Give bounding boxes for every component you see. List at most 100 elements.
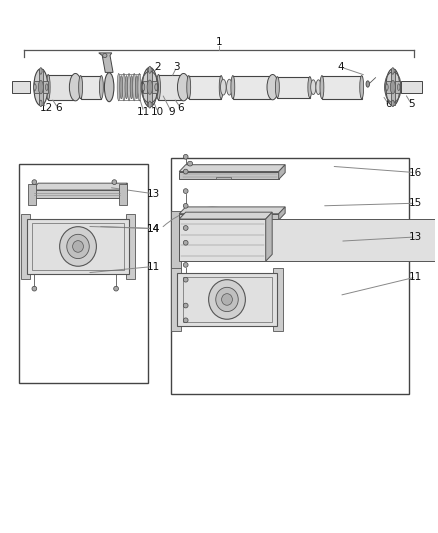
Ellipse shape xyxy=(184,169,188,174)
FancyBboxPatch shape xyxy=(401,81,422,93)
Polygon shape xyxy=(279,207,285,220)
Ellipse shape xyxy=(311,80,316,94)
Polygon shape xyxy=(32,190,122,198)
FancyBboxPatch shape xyxy=(277,77,310,98)
Ellipse shape xyxy=(120,76,123,99)
Ellipse shape xyxy=(148,66,151,74)
Ellipse shape xyxy=(117,74,120,101)
Ellipse shape xyxy=(127,74,131,101)
FancyBboxPatch shape xyxy=(233,76,271,99)
Polygon shape xyxy=(179,214,279,220)
FancyBboxPatch shape xyxy=(28,184,36,205)
Ellipse shape xyxy=(316,80,321,94)
FancyBboxPatch shape xyxy=(189,76,221,99)
Ellipse shape xyxy=(102,53,107,58)
Ellipse shape xyxy=(184,204,188,208)
Ellipse shape xyxy=(226,79,232,95)
Ellipse shape xyxy=(187,76,191,99)
FancyBboxPatch shape xyxy=(34,81,48,93)
Bar xyxy=(170,158,409,394)
Text: 13: 13 xyxy=(409,232,422,242)
Ellipse shape xyxy=(222,294,233,305)
FancyBboxPatch shape xyxy=(39,69,43,105)
Ellipse shape xyxy=(184,155,188,159)
Text: 14: 14 xyxy=(147,223,160,233)
Polygon shape xyxy=(266,212,272,261)
Polygon shape xyxy=(122,183,127,198)
Polygon shape xyxy=(99,53,113,72)
Ellipse shape xyxy=(386,69,400,106)
Ellipse shape xyxy=(39,68,42,74)
Ellipse shape xyxy=(79,76,83,99)
Ellipse shape xyxy=(216,287,238,312)
Ellipse shape xyxy=(392,100,394,107)
Ellipse shape xyxy=(386,84,388,91)
Ellipse shape xyxy=(67,235,89,259)
Ellipse shape xyxy=(60,227,96,266)
Ellipse shape xyxy=(39,100,42,107)
Bar xyxy=(19,164,148,383)
Text: 9: 9 xyxy=(168,107,175,117)
Ellipse shape xyxy=(184,303,188,308)
Ellipse shape xyxy=(112,180,117,184)
Ellipse shape xyxy=(184,240,188,245)
Text: 14: 14 xyxy=(147,223,160,233)
Ellipse shape xyxy=(392,68,394,74)
Ellipse shape xyxy=(142,84,145,91)
FancyBboxPatch shape xyxy=(177,273,277,326)
Ellipse shape xyxy=(184,263,188,267)
Text: 13: 13 xyxy=(147,189,160,199)
Ellipse shape xyxy=(180,75,184,100)
FancyBboxPatch shape xyxy=(273,268,283,332)
FancyBboxPatch shape xyxy=(81,76,101,99)
Ellipse shape xyxy=(397,84,400,91)
Ellipse shape xyxy=(130,76,133,99)
Ellipse shape xyxy=(231,76,235,99)
Ellipse shape xyxy=(72,75,76,100)
FancyBboxPatch shape xyxy=(21,214,31,279)
Text: 16: 16 xyxy=(409,167,422,177)
Ellipse shape xyxy=(360,76,364,99)
Polygon shape xyxy=(179,172,279,180)
Ellipse shape xyxy=(32,180,37,184)
Ellipse shape xyxy=(148,101,151,108)
Ellipse shape xyxy=(156,75,160,100)
Ellipse shape xyxy=(267,75,278,100)
Ellipse shape xyxy=(184,318,188,322)
Ellipse shape xyxy=(366,81,370,87)
Text: 6: 6 xyxy=(385,99,392,109)
Ellipse shape xyxy=(142,67,157,107)
Ellipse shape xyxy=(184,189,188,193)
Ellipse shape xyxy=(147,80,152,94)
Ellipse shape xyxy=(220,79,226,95)
Ellipse shape xyxy=(46,84,48,91)
Ellipse shape xyxy=(34,84,36,91)
Polygon shape xyxy=(179,165,285,172)
Ellipse shape xyxy=(187,161,193,166)
Ellipse shape xyxy=(184,225,188,230)
Ellipse shape xyxy=(177,74,190,101)
Text: 1: 1 xyxy=(215,37,223,47)
FancyBboxPatch shape xyxy=(27,219,130,274)
Ellipse shape xyxy=(138,74,141,101)
Polygon shape xyxy=(32,183,127,190)
Ellipse shape xyxy=(135,76,138,99)
Ellipse shape xyxy=(32,286,37,291)
Text: 6: 6 xyxy=(178,103,184,114)
Text: 12: 12 xyxy=(39,103,53,114)
Ellipse shape xyxy=(114,286,118,291)
Ellipse shape xyxy=(104,72,114,102)
Text: 4: 4 xyxy=(338,62,344,72)
Ellipse shape xyxy=(155,84,158,91)
Ellipse shape xyxy=(38,80,43,94)
Ellipse shape xyxy=(219,76,223,99)
Polygon shape xyxy=(216,177,231,180)
FancyBboxPatch shape xyxy=(48,75,74,100)
Ellipse shape xyxy=(73,241,83,252)
Polygon shape xyxy=(179,207,285,214)
FancyBboxPatch shape xyxy=(142,81,157,93)
FancyBboxPatch shape xyxy=(171,211,181,270)
Ellipse shape xyxy=(184,277,188,282)
Polygon shape xyxy=(279,165,285,180)
Ellipse shape xyxy=(122,74,125,101)
